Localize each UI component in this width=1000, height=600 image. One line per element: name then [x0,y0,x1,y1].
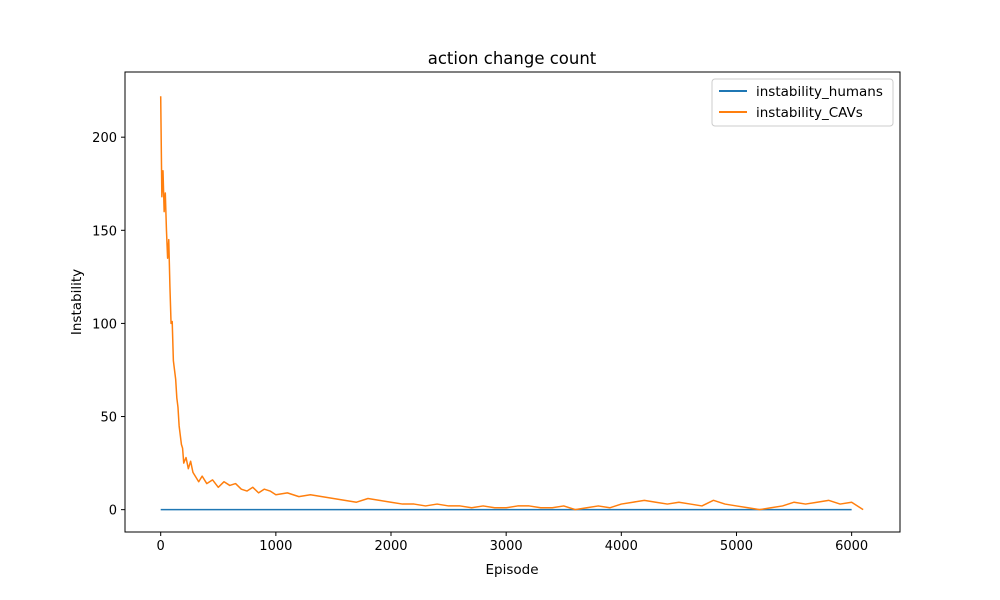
y-tick-label: 50 [100,411,117,426]
x-axis-label: Episode [485,562,538,578]
plot-frame [124,71,901,533]
legend: instability_humans instability_CAVs [711,78,894,127]
y-axis: 0 50 100 150 200 [92,131,125,519]
y-tick-label: 150 [92,224,117,239]
legend-label: instability_humans [756,84,883,100]
series-layer [159,96,864,511]
x-tick-label: 2000 [374,539,407,554]
series-line-instability-cavs [159,96,864,511]
y-tick-label: 100 [92,317,117,332]
legend-label: instability_CAVs [756,105,863,121]
x-tick-label: 0 [157,539,165,554]
x-tick-label: 1000 [259,539,292,554]
x-tick-label: 3000 [490,539,523,554]
x-tick-label: 4000 [605,539,638,554]
y-tick-label: 0 [109,504,117,519]
chart-title: action change count [428,49,597,68]
x-axis: 0 1000 2000 3000 4000 5000 6000 [157,532,868,554]
y-axis-label: Instability [69,269,85,335]
y-tick-label: 200 [92,131,117,146]
x-tick-label: 5000 [720,539,753,554]
legend-box [711,78,894,127]
x-tick-label: 6000 [835,539,868,554]
